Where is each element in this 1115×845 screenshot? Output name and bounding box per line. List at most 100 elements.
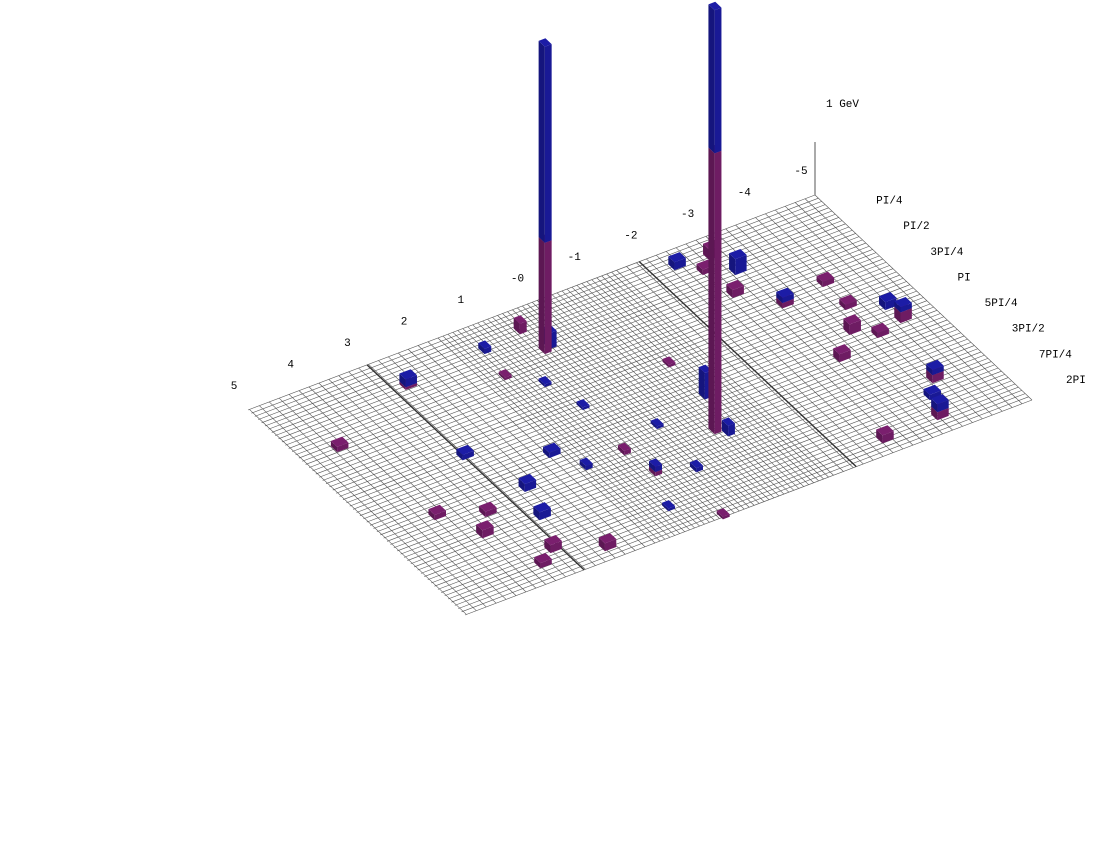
tower-segment [544,535,562,554]
tower-segment [668,252,686,271]
tower-side [931,406,938,421]
grid-line [407,345,975,561]
y-tick-label: PI/2 [903,221,929,233]
tower-top [871,322,889,333]
tower-segment [876,425,894,444]
tower-side [544,240,552,355]
tower-segment [708,1,722,154]
tower-side [655,469,663,477]
tower-segment [843,314,861,336]
tower-top [833,344,851,355]
tower-segment [576,399,590,411]
tower-side [929,390,942,401]
y-tick-label: 7PI/4 [1039,349,1072,361]
tower-top [662,500,676,509]
grid-line [369,310,938,526]
tower-side [716,510,723,520]
tower-segment [662,500,676,512]
tower-top [428,504,447,515]
tower-side [871,326,878,339]
tower-side [405,375,417,388]
tower-top [649,458,663,467]
tower-side [926,369,933,384]
tower-side [696,465,703,473]
tower-top [650,418,664,427]
tower-side [504,375,512,381]
grid-line [397,335,965,552]
tower-side [462,450,474,461]
x-tick-label: 1 [457,295,464,307]
tower-side [485,507,497,518]
tower-side [708,4,715,154]
tower-side [722,514,730,520]
grid-line [332,274,900,491]
grid-line [393,332,961,549]
tower-top [617,442,631,452]
tower-segment [513,315,527,335]
tower-segment [498,369,512,381]
tower-side [843,318,850,336]
tower-side [900,308,912,324]
tower-segment [538,38,552,243]
tower-top [689,459,703,469]
tower-side [484,346,492,355]
grid-line [325,268,894,484]
tower-segment [538,234,552,355]
tower-side [576,401,583,411]
x-tick-label: -2 [624,230,637,242]
tower-side [498,371,505,381]
tower-segment [518,473,537,493]
tower-side [776,291,783,304]
tower-segment [478,340,492,355]
x-tick-label: -3 [681,209,694,221]
grid-line [383,322,951,539]
tower-side [604,539,617,552]
tower-top [544,535,562,546]
tower-side [579,460,586,471]
tower-side [538,378,545,388]
y-tick-label: PI [958,272,971,284]
tower-side [900,302,912,313]
tower-segment [871,322,889,339]
tower-side [649,461,656,473]
tower-side [839,298,846,311]
tower-segment [878,291,897,311]
grid-line [305,249,873,465]
x-tick-label: 2 [401,316,408,328]
tower-top [399,369,417,380]
x-tick-label: -0 [511,273,524,285]
tower-top [894,296,912,308]
grid-line [251,197,819,414]
tower-top [513,315,527,324]
tower-side [714,150,722,435]
tower-top [876,425,894,436]
tower-segment [716,508,730,520]
tower-side [542,446,550,459]
tower-side [882,431,894,444]
grid-line [427,364,995,581]
tower-segment [456,444,474,461]
grid-line [285,229,853,446]
tower-side [534,557,541,569]
tower-top [476,520,494,531]
tower-side [549,448,561,459]
tower-top [716,508,730,517]
tower-top [330,436,349,447]
tower-top [518,473,537,485]
tower-top [708,1,722,11]
grid-line [336,278,904,494]
tower-side [698,367,705,400]
tower-side [839,349,851,363]
x-tick-label: 3 [344,338,351,350]
grid-line [400,338,968,555]
tower-side [330,440,338,453]
tower-side [650,420,657,430]
tower-segment [479,501,497,518]
tower-side [656,423,664,430]
tower-top [923,384,942,395]
tower-segment [708,144,722,435]
tower-side [655,464,663,473]
grid-line [349,290,917,507]
tower-segment [649,458,663,473]
tower-side [926,364,933,376]
